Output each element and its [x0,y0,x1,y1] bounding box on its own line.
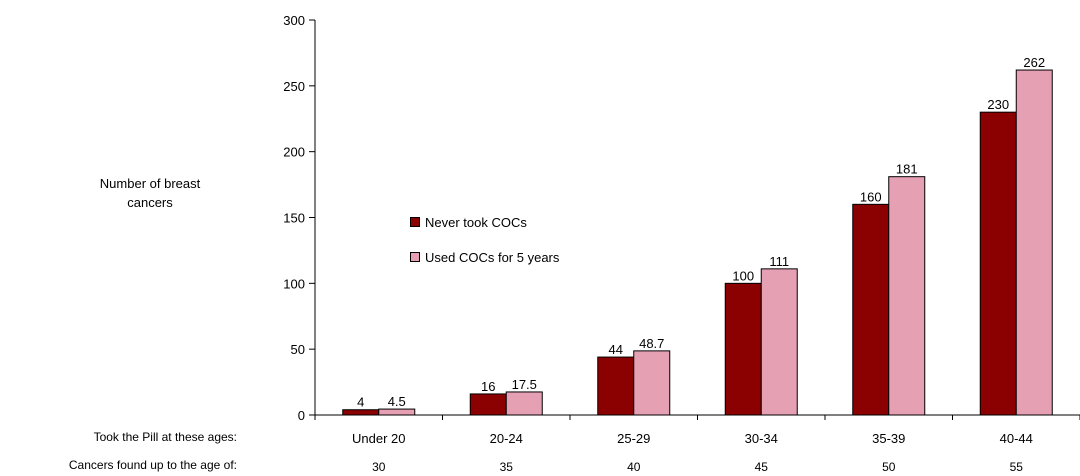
bar-s1-0 [378,408,416,416]
bar-label-s0-3: 100 [732,268,754,283]
y-tick-label-3: 150 [283,211,305,226]
legend: Never took COCs Used COCs for 5 years [410,212,559,282]
legend-label-used: Used COCs for 5 years [425,249,560,265]
row-title-cancer-age: Cancers found up to the age of: [68,458,237,472]
cancer-age-label-5: 55 [1010,460,1024,474]
bar-s1-1 [505,391,543,416]
bar-label-s1-2: 48.7 [639,336,664,351]
bar-s0-5 [979,111,1017,416]
bar-s0-0 [342,409,380,416]
row-title-ages: Took the Pill at these ages: [93,430,237,444]
legend-item-used: Used COCs for 5 years [410,247,559,267]
bar-label-s0-1: 16 [481,379,495,394]
cancer-age-label-3: 45 [755,460,769,474]
cancer-age-label-1: 35 [500,460,514,474]
y-tick-label-4: 200 [283,145,305,160]
y-tick-label-6: 300 [283,13,305,28]
bar-s1-4 [888,176,926,416]
bar-s1-2 [633,350,671,416]
bar-label-s0-4: 160 [860,189,882,204]
y-tick-label-5: 250 [283,79,305,94]
bar-s0-2 [597,356,635,416]
bar-label-s1-4: 181 [896,162,918,177]
y-tick-label-2: 100 [283,276,305,291]
x-tick-label-4: 35-39 [872,431,905,446]
x-tick-label-2: 25-29 [617,431,650,446]
x-tick-label-5: 40-44 [1000,431,1033,446]
bar-s1-3 [760,268,798,416]
bar-label-s1-5: 262 [1023,55,1045,70]
y-axis-label-line-2: cancers [127,195,173,210]
bar-label-s1-3: 111 [769,254,789,269]
legend-item-never: Never took COCs [410,212,559,232]
x-tick-label-1: 20-24 [490,431,523,446]
legend-swatch-never [410,217,420,227]
cancer-age-label-2: 40 [627,460,641,474]
bar-s0-3 [724,282,762,416]
y-axis-label-line-1: Number of breast [99,176,201,191]
y-tick-label-0: 0 [298,408,305,423]
bar-s0-1 [469,393,507,416]
bar-s1-5 [1015,69,1053,416]
x-tick-label-3: 30-34 [745,431,778,446]
legend-label-never: Never took COCs [425,214,527,230]
y-tick-label-1: 50 [291,342,305,357]
cancer-age-label-4: 50 [882,460,896,474]
bar-label-s1-1: 17.5 [512,377,537,392]
x-tick-label-0: Under 20 [352,431,405,446]
bar-label-s0-2: 44 [609,342,623,357]
y-axis-label: Number of breast cancers [60,174,240,212]
bar-s0-4 [852,203,890,416]
bar-label-s1-0: 4.5 [388,394,406,409]
bar-label-s0-0: 4 [357,395,364,410]
cancer-age-label-0: 30 [372,460,386,474]
legend-swatch-used [410,252,420,262]
bar-label-s0-5: 230 [987,97,1009,112]
